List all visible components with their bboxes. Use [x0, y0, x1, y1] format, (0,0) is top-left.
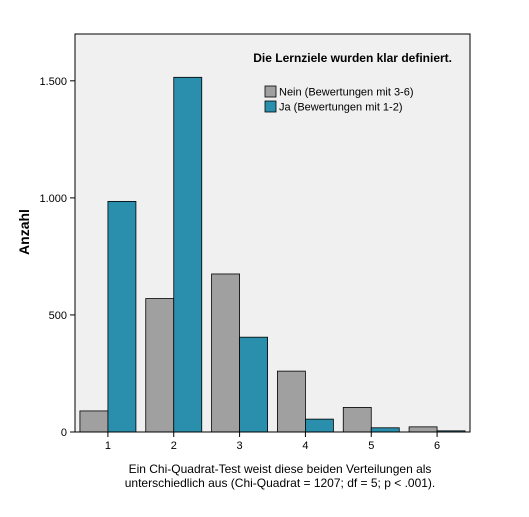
y-axis: 0 500 1.000 1.500 [39, 76, 75, 439]
legend: Nein (Bewertungen mit 3-6) Ja (Bewertunge… [264, 85, 414, 114]
y-tick-label: 0 [61, 427, 67, 439]
bar-ja-3 [239, 336, 268, 433]
bar-nein-3 [211, 273, 240, 433]
y-tick-label: 1.000 [39, 193, 67, 205]
chart-title: Die Lernziele wurden klar definiert. [253, 51, 452, 65]
x-axis: 1 2 3 4 5 6 [105, 432, 440, 452]
caption: Ein Chi-Quadrat-Test weist diese beiden … [60, 462, 500, 490]
bar-nein-1 [79, 410, 109, 433]
x-tick-label: 4 [302, 440, 308, 452]
plot-background [75, 34, 470, 432]
caption-line-2: unterschiedlich aus (Chi-Quadrat = 1207;… [124, 476, 436, 490]
bars [79, 76, 466, 433]
legend-swatch [264, 100, 277, 113]
bar-nein-5 [342, 407, 372, 433]
bar-ja-2 [173, 76, 203, 433]
x-tick-label: 2 [171, 440, 177, 452]
caption-line-1: Ein Chi-Quadrat-Test weist diese beiden … [128, 462, 432, 476]
x-tick-label: 5 [368, 440, 374, 452]
x-tick-label: 3 [237, 440, 243, 452]
bar-ja-5 [370, 427, 400, 433]
bar-nein-6 [408, 426, 438, 433]
y-tick-label: 1.500 [39, 76, 67, 88]
bar-nein-4 [277, 370, 306, 433]
y-axis-label: Anzahl [16, 209, 32, 255]
legend-label: Ja (Bewertungen mit 1-2) [279, 102, 403, 114]
bar-ja-1 [107, 200, 137, 433]
bar-nein-2 [145, 298, 175, 433]
plot-frame [74, 33, 471, 433]
bar-ja-4 [305, 418, 334, 433]
x-tick-label: 6 [434, 440, 440, 452]
y-tick-label: 500 [49, 310, 67, 322]
x-tick-label: 1 [105, 440, 111, 452]
legend-label: Nein (Bewertungen mit 3-6) [279, 87, 414, 99]
legend-swatch [264, 85, 277, 98]
